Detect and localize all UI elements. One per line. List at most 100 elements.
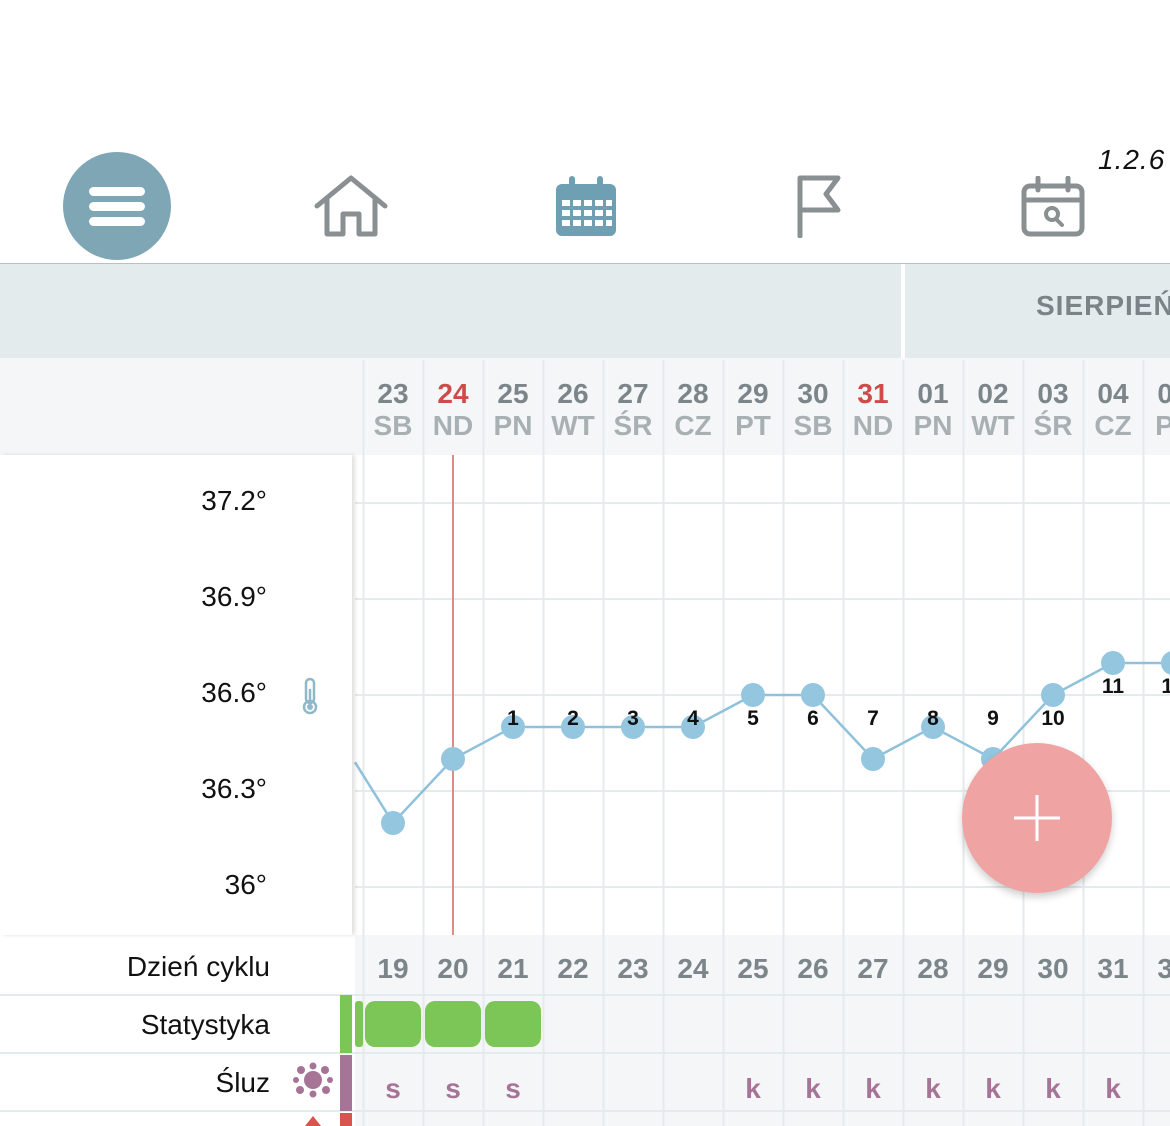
day-name: CZ — [1094, 410, 1132, 441]
stats-row-marker — [340, 995, 352, 1053]
day-number: 31 — [857, 378, 889, 409]
temperature-point — [681, 715, 705, 739]
day-name: PT — [735, 410, 771, 441]
temperature-point — [801, 683, 825, 707]
temperature-point — [741, 683, 765, 707]
mucus-value: s — [505, 1073, 521, 1104]
mucus-value: k — [1105, 1073, 1121, 1104]
temperature-point — [621, 715, 645, 739]
day-name: ND — [852, 410, 894, 441]
point-label: 3 — [627, 707, 639, 730]
temperature-point — [381, 811, 405, 835]
point-label: 7 — [867, 707, 879, 730]
mucus-value: k — [925, 1073, 941, 1104]
cycle-day-value: 26 — [797, 953, 829, 984]
day-name: ŚR — [1033, 410, 1073, 441]
calendar-icon[interactable] — [553, 176, 619, 238]
temperature-point — [1161, 651, 1170, 675]
day-number: 25 — [497, 378, 529, 409]
day-name: PN — [913, 410, 953, 441]
y-axis-panel: 37.2° 36.9° 36.6° 36.3° 36° — [0, 455, 352, 935]
y-tick-label: 36.6° — [201, 677, 267, 708]
temperature-point — [861, 747, 885, 771]
point-label: 6 — [807, 707, 819, 730]
thermometer-icon — [302, 677, 318, 715]
day-number: 01 — [917, 378, 949, 409]
month-label: SIERPIEŃ — [1036, 290, 1170, 321]
month-band — [0, 264, 1170, 358]
nav-divider — [0, 263, 1170, 264]
cycle-day-value: 30 — [1037, 953, 1069, 984]
mucus-value: s — [385, 1073, 401, 1104]
point-label: 2 — [567, 707, 579, 730]
y-tick-label: 37.2° — [201, 485, 267, 516]
cycle-day-value: 19 — [377, 953, 409, 984]
point-label: 1 — [507, 707, 519, 730]
day-name: ND — [432, 410, 474, 441]
cycle-day-value: 24 — [677, 953, 709, 984]
day-name: WT — [971, 410, 1015, 441]
temperature-point — [1101, 651, 1125, 675]
stats-mark — [365, 1001, 421, 1047]
day-header — [0, 358, 1170, 455]
day-number: 02 — [977, 378, 1009, 409]
stats-mark-edge — [355, 1001, 363, 1047]
row-label-statistics: Statystyka — [0, 997, 340, 1051]
mucus-value: k — [865, 1073, 881, 1104]
point-label: 12 — [1161, 675, 1170, 698]
cycle-day-value: 27 — [857, 953, 889, 984]
home-icon[interactable] — [313, 174, 389, 238]
day-number: 04 — [1097, 378, 1129, 409]
day-name: ŚR — [613, 410, 653, 441]
day-number: 23 — [377, 378, 409, 409]
mucus-row-marker — [340, 1055, 352, 1111]
day-name: SB — [373, 410, 413, 441]
app-version: 1.2.6 — [1098, 144, 1166, 175]
point-label: 9 — [987, 707, 999, 730]
point-label: 10 — [1041, 707, 1064, 730]
row-label-mucus: Śluz — [0, 1055, 340, 1109]
day-name: WT — [551, 410, 595, 441]
y-tick-label: 36.3° — [201, 773, 267, 804]
mucus-value: k — [745, 1073, 761, 1104]
menu-button[interactable] — [63, 152, 171, 260]
next-row-icon — [305, 1116, 321, 1126]
day-number: 24 — [437, 378, 469, 409]
next-row-marker — [340, 1113, 352, 1126]
cycle-day-value: 20 — [437, 953, 469, 984]
cycle-day-value: 32 — [1157, 953, 1170, 984]
stats-mark — [485, 1001, 541, 1047]
day-number: 27 — [617, 378, 649, 409]
mucus-value: k — [805, 1073, 821, 1104]
temperature-point — [921, 715, 945, 739]
cycle-day-value: 28 — [917, 953, 949, 984]
day-number: 03 — [1037, 378, 1069, 409]
mucus-value: k — [985, 1073, 1001, 1104]
day-number: 28 — [677, 378, 709, 409]
temperature-point — [501, 715, 525, 739]
stats-mark — [425, 1001, 481, 1047]
cycle-day-value: 29 — [977, 953, 1009, 984]
day-number: 05 — [1157, 378, 1170, 409]
row-label-cycle-day: Dzień cyklu — [0, 939, 340, 993]
splash-icon — [293, 1062, 333, 1098]
day-name: PT — [1155, 410, 1170, 441]
calendar-search-icon[interactable] — [1020, 176, 1086, 238]
temperature-point — [441, 747, 465, 771]
cycle-day-value: 25 — [737, 953, 769, 984]
flag-icon[interactable] — [794, 174, 844, 238]
point-label: 4 — [687, 707, 699, 730]
day-name: PN — [493, 410, 533, 441]
day-number: 30 — [797, 378, 829, 409]
day-number: 29 — [737, 378, 769, 409]
month-divider — [901, 264, 905, 358]
y-tick-label: 36° — [224, 869, 267, 900]
cycle-day-value: 21 — [497, 953, 529, 984]
y-tick-label: 36.9° — [201, 581, 267, 612]
cycle-day-value: 31 — [1097, 953, 1129, 984]
day-name: SB — [793, 410, 833, 441]
point-label: 11 — [1102, 675, 1125, 698]
point-label: 8 — [927, 707, 939, 730]
plus-icon — [1014, 795, 1060, 841]
